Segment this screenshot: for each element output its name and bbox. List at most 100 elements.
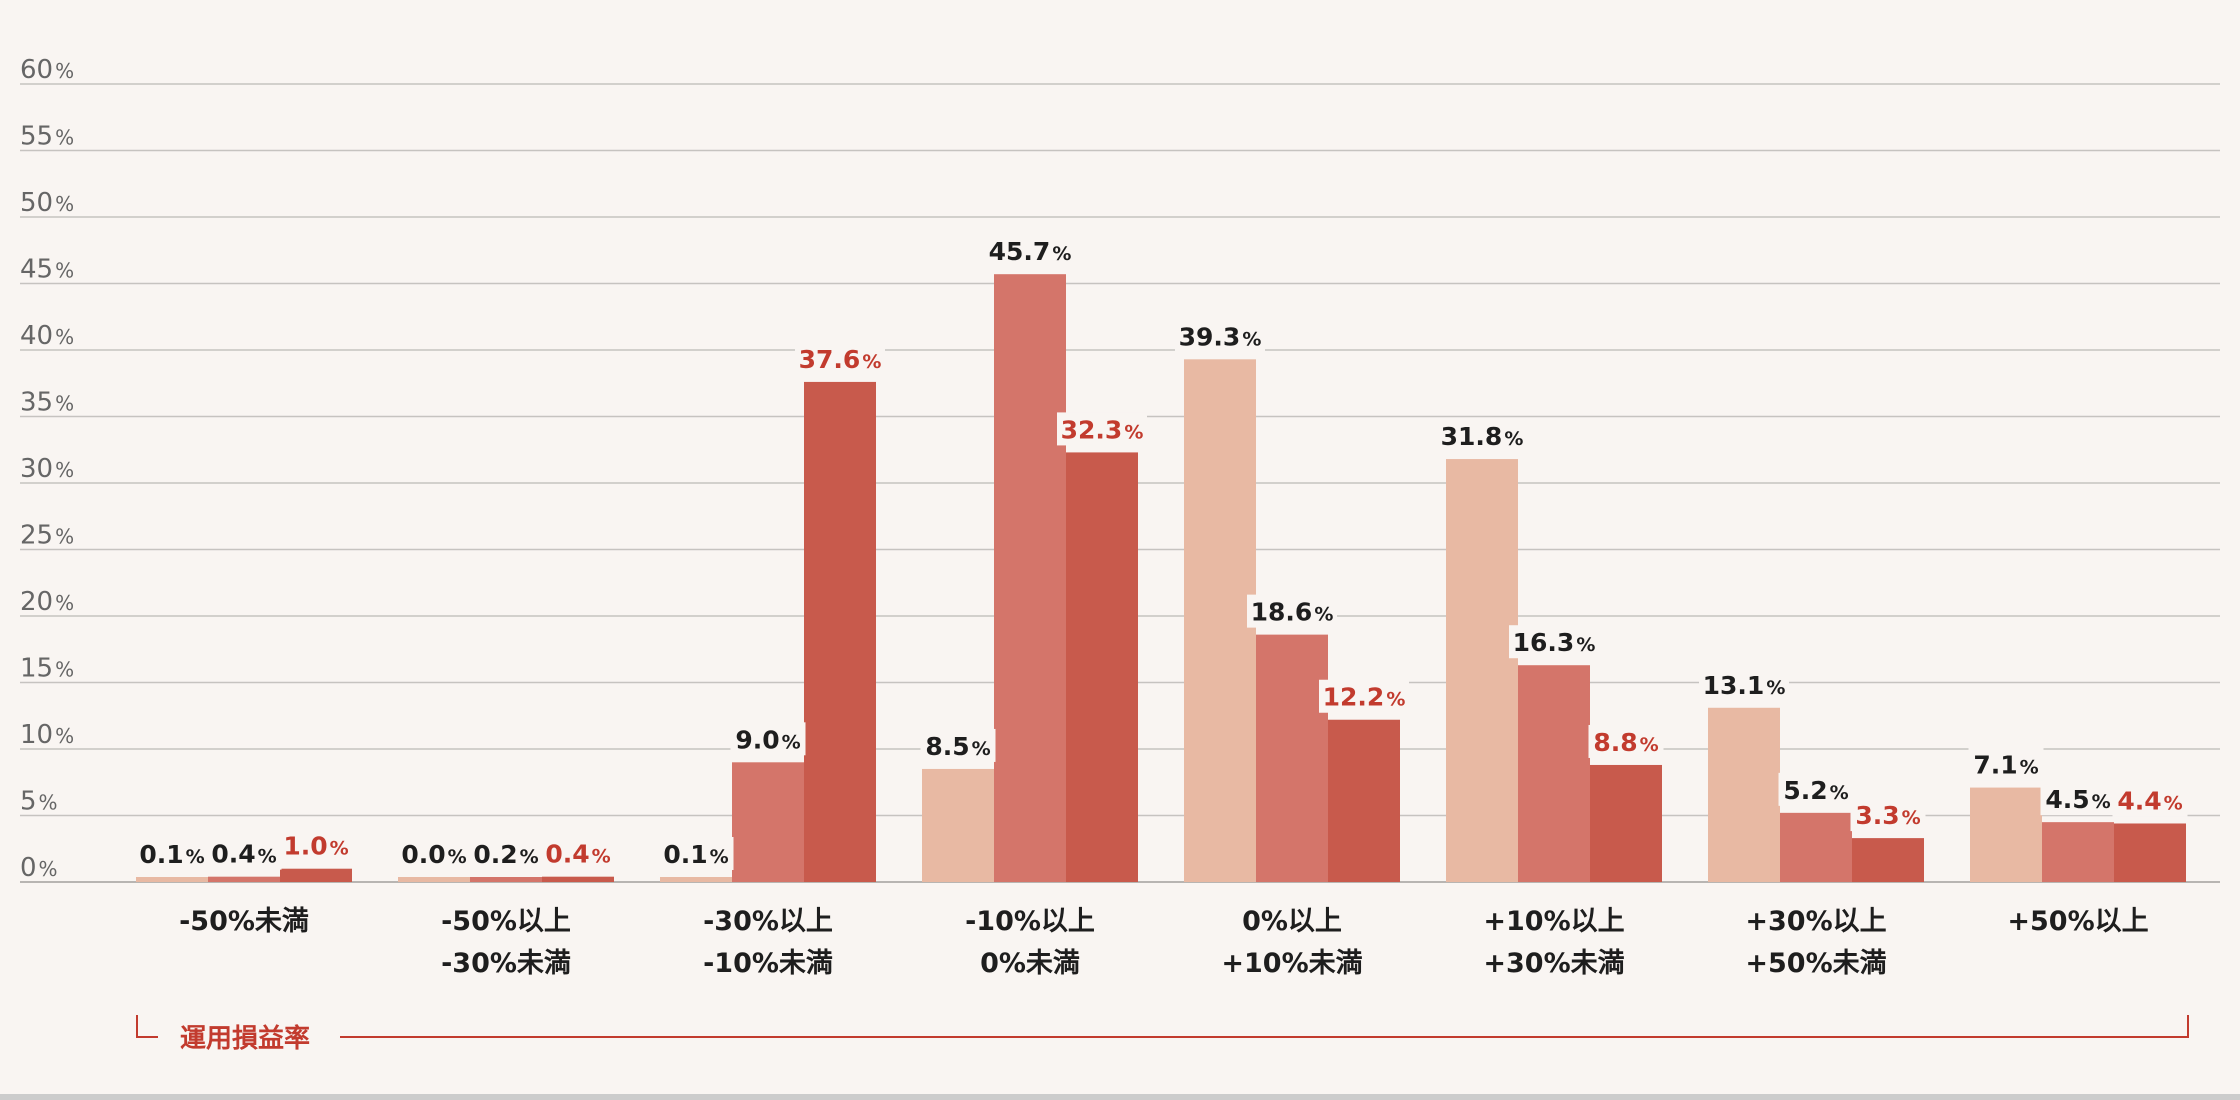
- y-tick-label: 30%: [20, 454, 74, 484]
- bar: [542, 876, 614, 882]
- value-label-background: [468, 837, 544, 870]
- value-label-background: [396, 837, 472, 870]
- category-label: +50%以上: [2007, 906, 2148, 937]
- value-label-background: [1968, 747, 2044, 781]
- value-label: 16.3%: [1513, 628, 1596, 657]
- value-label-background: [278, 828, 354, 862]
- y-tick-label: 35%: [20, 388, 74, 418]
- bar: [280, 868, 352, 882]
- value-label-background: [1247, 594, 1337, 628]
- bar: [2114, 823, 2186, 882]
- value-label: 32.3%: [1061, 415, 1144, 444]
- value-label-background: [2040, 782, 2116, 816]
- value-label-background: [1699, 667, 1789, 701]
- y-tick-label: 60%: [20, 55, 74, 85]
- value-label-background: [1437, 419, 1527, 453]
- category-label: +30%以上: [1745, 906, 1886, 937]
- value-label: 4.5%: [2045, 785, 2110, 814]
- y-tick-label: 40%: [20, 321, 74, 351]
- bar: [1256, 634, 1328, 882]
- bar: [1970, 787, 2042, 882]
- bar: [1184, 359, 1256, 882]
- bar: [2042, 822, 2114, 882]
- y-tick-label: 50%: [20, 188, 74, 218]
- value-label: 7.1%: [1973, 751, 2038, 780]
- value-label-background: [1588, 724, 1664, 758]
- y-tick-label: 15%: [20, 654, 74, 684]
- bar: [1328, 719, 1400, 882]
- value-label-background: [730, 722, 806, 756]
- value-label-background: [2112, 783, 2188, 817]
- bar: [922, 768, 994, 882]
- value-label-background: [134, 837, 210, 870]
- category-labels-layer: -50%未満 -50%以上 -30%未満 -30%以上 -10%未満 -10%以上 0%未満…: [179, 906, 2149, 979]
- value-label-background: [1778, 772, 1854, 806]
- bar: [1590, 764, 1662, 882]
- y-tick-label: 45%: [20, 255, 74, 285]
- value-label: 5.2%: [1783, 776, 1848, 805]
- category-label: -10%以上: [965, 906, 1095, 937]
- category-label: 0%以上: [1242, 906, 1342, 937]
- y-tick-label: 5%: [20, 787, 58, 817]
- y-axis-ticks: 0 % 5 % 10 % 15 % 20 % 25 % 30 % 35 % 40 % 45 % 50 % 55 % 60%: [20, 55, 74, 883]
- value-label-background: [1509, 625, 1599, 659]
- value-label-background: [1057, 412, 1147, 446]
- value-label: 0.4%: [211, 840, 276, 869]
- bar: [660, 877, 732, 882]
- value-label: 8.8%: [1593, 728, 1658, 757]
- bar: [804, 381, 876, 882]
- bar: [1518, 665, 1590, 882]
- category-label: -30%未満: [441, 948, 571, 979]
- value-label-background: [1319, 679, 1409, 713]
- category-label: +50%未満: [1745, 948, 1886, 979]
- value-label-background: [1175, 319, 1265, 353]
- value-label: 0.0%: [401, 840, 466, 869]
- value-label: 37.6%: [799, 345, 882, 374]
- bar: [1066, 452, 1138, 882]
- x-axis-title: 運用損益率: [180, 1023, 310, 1054]
- value-label: 3.3%: [1855, 801, 1920, 830]
- category-label: -10%未満: [703, 948, 833, 979]
- bar: [1446, 459, 1518, 882]
- category-label: +10%以上: [1483, 906, 1624, 937]
- value-label: 31.8%: [1441, 422, 1524, 451]
- category-label: -50%以上: [441, 906, 571, 937]
- bar: [398, 877, 470, 882]
- value-label-background: [920, 728, 996, 762]
- y-tick-label: 20%: [20, 587, 74, 617]
- y-tick-label: 0%: [20, 853, 58, 883]
- value-label: 8.5%: [925, 732, 990, 761]
- y-tick-label: 10%: [20, 720, 74, 750]
- value-label-background: [795, 341, 885, 375]
- value-label: 0.2%: [473, 840, 538, 869]
- value-label-background: [206, 836, 282, 870]
- value-label: 12.2%: [1323, 683, 1406, 712]
- bars-layer: [136, 274, 2186, 882]
- category-label: +30%未満: [1483, 948, 1624, 979]
- category-label: 0%未満: [980, 948, 1080, 979]
- category-label: -30%以上: [703, 906, 833, 937]
- value-label: 0.4%: [545, 840, 610, 869]
- value-label: 0.1%: [139, 840, 204, 869]
- bar: [470, 877, 542, 882]
- bar: [1780, 812, 1852, 882]
- value-label: 4.4%: [2117, 786, 2182, 815]
- value-label: 13.1%: [1703, 671, 1786, 700]
- value-label-background: [1850, 798, 1926, 832]
- y-tick-label: 25%: [20, 521, 74, 551]
- bar: [1708, 707, 1780, 882]
- value-label: 18.6%: [1251, 598, 1334, 627]
- bar: [136, 877, 208, 882]
- bar: [1852, 838, 1924, 882]
- value-label-background: [985, 234, 1075, 268]
- x-axis-bracket-line: [136, 1015, 2189, 1038]
- bar: [732, 762, 804, 882]
- bar: [208, 876, 280, 882]
- value-label-background: [540, 836, 616, 870]
- value-label: 9.0%: [735, 725, 800, 754]
- category-label: +10%未満: [1221, 948, 1362, 979]
- value-label: 1.0%: [283, 832, 348, 861]
- y-tick-label: 55%: [20, 122, 74, 152]
- bar: [994, 274, 1066, 882]
